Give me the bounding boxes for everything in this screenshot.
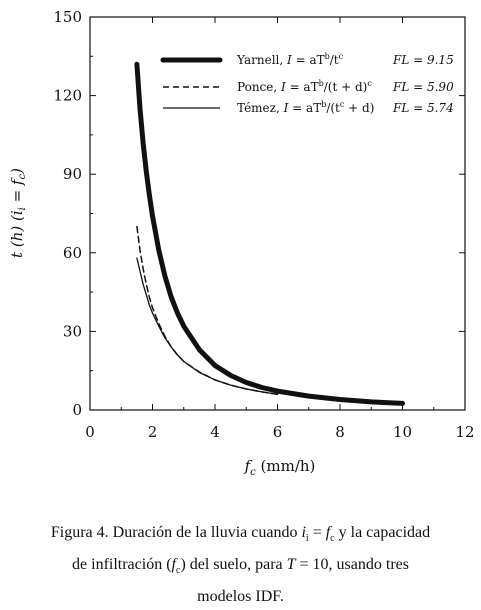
caption-line-3: modelos IDF. (197, 588, 284, 606)
series-layer (134, 61, 405, 406)
legend: Yarnell, I = aTb/tc FL = 9.15 Ponce, I =… (160, 52, 454, 115)
x-tick-label: 2 (148, 423, 158, 441)
x-tick-label: 4 (210, 423, 220, 441)
y-tick-label: 120 (53, 87, 82, 105)
x-tick-label: 0 (85, 423, 95, 441)
legend-fl-ponce: FL = 5.90 (392, 80, 454, 94)
y-axis-label: t (h) (ii = fc) (8, 168, 28, 258)
y-tick-label: 0 (72, 401, 82, 419)
x-tick-label: 6 (273, 423, 283, 441)
legend-fl-yarnell: FL = 9.15 (392, 53, 454, 67)
y-tick-label: 90 (63, 165, 82, 183)
figure-caption: Figura 4. Duración de la lluvia cuando i… (0, 520, 481, 610)
x-tick-label: 8 (335, 423, 345, 441)
series-line-temez (136, 257, 279, 395)
caption-line-2: de infiltración (fc) del suelo, para T =… (72, 556, 409, 577)
y-tick-label: 30 (63, 322, 82, 340)
x-tick-label: 10 (393, 423, 412, 441)
series-line-yarnell (134, 61, 405, 406)
legend-label-ponce: Ponce, I = aTb/(t + d)c (237, 79, 372, 94)
plot-frame (89, 16, 466, 411)
legend-fl-temez: FL = 5.74 (392, 101, 454, 115)
x-axis-label: fc (mm/h) (244, 457, 316, 478)
x-tick-label: 12 (455, 423, 474, 441)
y-tick-label: 150 (53, 8, 82, 26)
legend-label-yarnell: Yarnell, I = aTb/tc (236, 52, 344, 67)
legend-label-temez: Témez, I = aTb/(tc + d) (237, 100, 374, 115)
caption-line-1: Figura 4. Duración de la lluvia cuando i… (50, 524, 431, 545)
y-tick-label: 60 (63, 244, 82, 262)
